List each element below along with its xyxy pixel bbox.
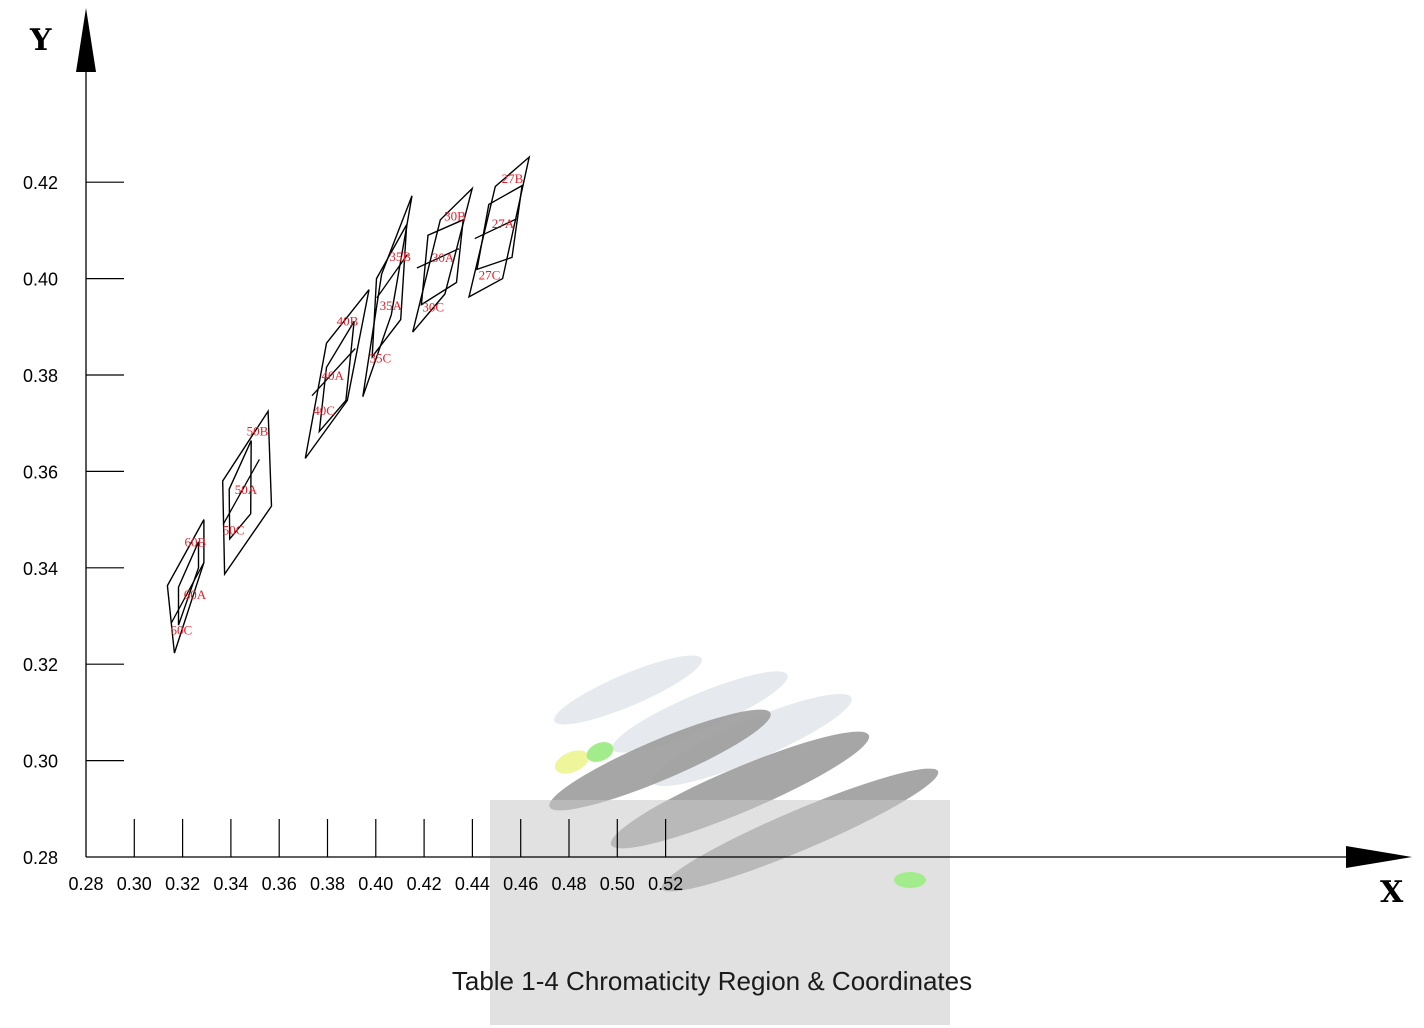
x-tick-label: 0.52 <box>648 874 683 894</box>
region-60k: 60A 60B 60C <box>166 519 207 654</box>
region-35k: 35A 35B 35C <box>362 195 413 397</box>
region-label-35a: 35A <box>380 298 403 313</box>
region-35-inner <box>371 224 408 359</box>
region-label-35c: 35C <box>370 350 392 365</box>
region-label-60c: 60C <box>171 622 193 637</box>
region-40-inner <box>318 321 355 434</box>
region-label-50b: 50B <box>247 424 269 439</box>
x-tick-label: 0.38 <box>310 874 345 894</box>
region-35-divider <box>376 254 408 299</box>
y-tick-label: 0.36 <box>23 462 58 482</box>
region-35-outer <box>362 195 413 397</box>
y-tick-label: 0.38 <box>23 366 58 386</box>
background-artwork <box>490 655 950 1025</box>
region-30-divider <box>416 248 460 269</box>
region-40k: 40A 40B 40C <box>304 289 370 459</box>
x-tick-label: 0.42 <box>407 874 442 894</box>
region-label-30a: 30A <box>432 250 455 265</box>
x-tick-label: 0.30 <box>117 874 152 894</box>
region-27-divider <box>474 218 517 240</box>
x-tick-label: 0.34 <box>213 874 248 894</box>
region-27-inner <box>476 184 523 271</box>
x-tick-label: 0.32 <box>165 874 200 894</box>
region-label-40a: 40A <box>321 368 344 383</box>
region-30k: 30A 30B 30C <box>412 186 474 333</box>
region-label-40c: 40C <box>313 403 335 418</box>
x-tick-label: 0.48 <box>551 874 586 894</box>
x-tick-label: 0.28 <box>68 874 103 894</box>
region-30-outer <box>412 186 474 333</box>
caption: Table 1-4 Chromaticity Region & Coordina… <box>451 966 973 996</box>
region-50-inner <box>228 440 252 541</box>
region-50-outer <box>221 408 273 577</box>
y-axis: 0.28 0.30 0.32 0.34 0.36 0.38 0.40 0.42 <box>23 8 124 868</box>
x-axis-label: X <box>1380 875 1404 910</box>
region-label-27a: 27A <box>492 216 515 231</box>
y-axis-label: Y <box>29 23 52 58</box>
region-label-50a: 50A <box>235 482 258 497</box>
x-tick-label: 0.40 <box>358 874 393 894</box>
x-tick-label: 0.36 <box>262 874 297 894</box>
y-tick-label: 0.28 <box>23 848 58 868</box>
x-tick-label: 0.46 <box>503 874 538 894</box>
x-axis: 0.28 0.30 0.32 0.34 0.36 0.38 0.40 0.42 0.44 0.46… <box>68 819 1412 894</box>
y-axis-arrow <box>76 8 96 72</box>
region-label-60b: 60B <box>185 535 207 550</box>
region-label-50c: 50C <box>223 523 245 538</box>
region-label-40b: 40B <box>337 313 359 328</box>
x-tick-label: 0.50 <box>600 874 635 894</box>
region-50k: 50A 50B 50C <box>221 408 273 577</box>
y-tick-label: 0.32 <box>23 655 58 675</box>
x-tick-label: 0.44 <box>455 874 490 894</box>
region-27-outer <box>467 155 531 299</box>
region-label-35b: 35B <box>389 249 411 264</box>
region-50-divider <box>222 459 260 525</box>
region-label-60a: 60A <box>184 587 207 602</box>
y-tick-label: 0.42 <box>23 173 58 193</box>
region-27k: 27A 27B 27C <box>467 155 531 299</box>
region-40-outer <box>304 289 370 459</box>
x-axis-arrow <box>1346 846 1412 868</box>
region-60-divider <box>170 562 205 624</box>
region-label-27c: 27C <box>479 268 501 283</box>
region-40-divider <box>311 348 356 397</box>
region-label-30b: 30B <box>444 208 466 223</box>
region-label-30c: 30C <box>422 299 444 314</box>
region-60-inner <box>177 541 200 626</box>
y-tick-label: 0.40 <box>23 270 58 290</box>
region-label-27b: 27B <box>502 171 524 186</box>
chromaticity-regions: 60A60B60C50A50B50C40A40B40C35A35B35C30A3… <box>166 155 531 654</box>
y-tick-label: 0.34 <box>23 559 58 579</box>
region-60-outer <box>166 519 205 654</box>
y-tick-label: 0.30 <box>23 752 58 772</box>
region-30-inner <box>420 218 465 306</box>
